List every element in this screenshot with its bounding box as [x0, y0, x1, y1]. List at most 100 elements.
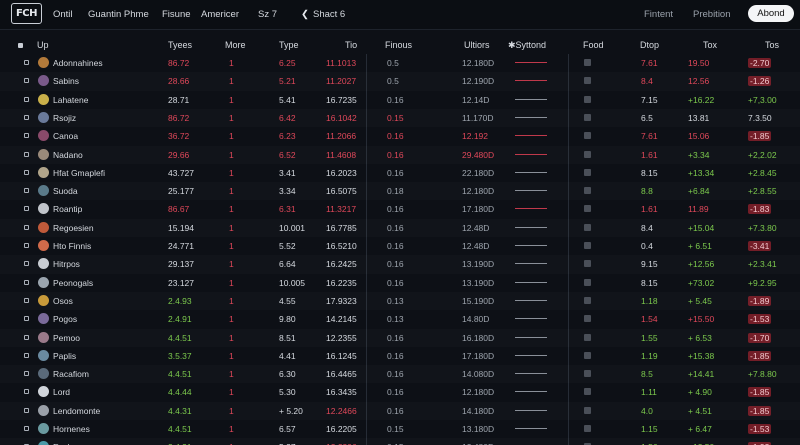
table-row[interactable]: Esphn 3.4.31 1 5.27 12.2396 0.15 12.480D 1.56 +1… — [0, 438, 800, 445]
menu-item-4[interactable]: Americer — [201, 9, 240, 20]
row-checkbox[interactable] — [24, 188, 29, 194]
row-name[interactable]: Roantip — [53, 204, 83, 215]
row-name[interactable]: Pemoo — [53, 332, 80, 343]
food-checkbox[interactable] — [584, 351, 591, 359]
column-header[interactable]: More — [225, 40, 246, 50]
column-header-syttond[interactable]: ✱Syttond — [508, 40, 547, 50]
row-checkbox[interactable] — [24, 389, 29, 395]
row-checkbox[interactable] — [24, 96, 29, 102]
menu-item-2[interactable]: Guantin Phme — [88, 9, 149, 20]
row-checkbox[interactable] — [24, 224, 29, 230]
food-checkbox[interactable] — [584, 406, 591, 414]
row-name[interactable]: Esphn — [53, 442, 77, 445]
table-row[interactable]: Lord 4.4.44 1 5.30 16.3435 0.16 12.180D 1.11 + 4… — [0, 383, 800, 401]
food-checkbox[interactable] — [584, 223, 591, 231]
row-checkbox[interactable] — [24, 78, 29, 84]
row-name[interactable]: Lord — [53, 387, 71, 398]
row-checkbox[interactable] — [24, 114, 29, 120]
column-header[interactable]: Food — [583, 40, 604, 50]
row-name[interactable]: Hto Finnis — [53, 241, 92, 251]
row-checkbox[interactable] — [24, 297, 29, 303]
table-row[interactable]: Peonogals 23.127 1 10.005 16.2235 0.16 13.190D… — [0, 274, 800, 292]
row-name[interactable]: Hornenes — [53, 424, 90, 434]
column-header[interactable]: Tyees — [168, 40, 193, 50]
menu-item-1[interactable]: Ontil — [53, 9, 73, 20]
food-checkbox[interactable] — [584, 296, 591, 304]
row-name[interactable]: Lahatene — [53, 94, 89, 105]
row-checkbox[interactable] — [24, 407, 29, 413]
row-name[interactable]: Racafiom — [53, 369, 89, 380]
row-name[interactable]: Pogos — [53, 314, 78, 325]
app-logo[interactable]: FCH — [11, 3, 42, 24]
food-checkbox[interactable] — [584, 132, 591, 140]
food-checkbox[interactable] — [584, 333, 591, 341]
food-checkbox[interactable] — [584, 205, 591, 213]
table-row[interactable]: Pogos 2.4.91 1 9.80 14.2145 0.13 14.80D 1.54 +15… — [0, 310, 800, 328]
row-name[interactable]: Hitrpos — [53, 259, 80, 270]
row-name[interactable]: Sabins — [53, 76, 79, 87]
food-checkbox[interactable] — [584, 425, 591, 432]
prebition-link[interactable]: Prebition — [693, 9, 731, 20]
table-row[interactable]: Lendomonte 4.4.31 1 + 5.20 12.2466 0.16 14.180… — [0, 402, 800, 420]
food-checkbox[interactable] — [584, 95, 591, 103]
table-row[interactable]: Sabins 28.66 1 5.21 11.2027 0.5 12.190D 8.4 12.5… — [0, 72, 800, 90]
table-row[interactable]: Hto Finnis 24.771 1 5.52 16.5210 0.16 12.48D 0.… — [0, 237, 800, 255]
menu-item-5[interactable]: Sz 7 — [258, 9, 278, 20]
row-name[interactable]: Peonogals — [53, 277, 94, 288]
row-name[interactable]: Suoda — [53, 186, 78, 197]
row-checkbox[interactable] — [24, 279, 29, 285]
chevron-left-icon[interactable]: ❮ — [301, 9, 309, 20]
row-checkbox[interactable] — [24, 60, 29, 65]
table-row[interactable]: Paplis 3.5.37 1 4.41 16.1245 0.16 17.180D 1.19 +… — [0, 347, 800, 365]
table-row[interactable]: Hfat Gmaplefi 43.727 1 3.41 16.2023 0.16 22.18… — [0, 164, 800, 182]
row-checkbox[interactable] — [24, 243, 29, 248]
food-checkbox[interactable] — [584, 388, 591, 396]
table-row[interactable]: Hornenes 4.4.51 1 6.57 16.2205 0.15 13.180D 1.1… — [0, 420, 800, 438]
row-checkbox[interactable] — [24, 334, 29, 340]
row-name[interactable]: Hfat Gmaplefi — [53, 167, 105, 178]
table-row[interactable]: Racafiom 4.4.51 1 6.30 16.4465 0.16 14.080D 8.5… — [0, 365, 800, 383]
row-name[interactable]: Adonnahines — [53, 58, 103, 68]
table-row[interactable]: Nadano 29.66 1 6.52 11.4608 0.16 29.480D 1.61 +3… — [0, 146, 800, 164]
column-header[interactable]: Tio — [345, 40, 358, 50]
column-header[interactable]: Ultiors — [464, 40, 490, 50]
food-checkbox[interactable] — [584, 315, 591, 323]
row-checkbox[interactable] — [24, 316, 29, 322]
row-name[interactable]: Osos — [53, 295, 73, 306]
row-checkbox[interactable] — [24, 352, 29, 358]
column-header[interactable]: Tox — [703, 40, 718, 50]
food-checkbox[interactable] — [584, 113, 591, 121]
row-checkbox[interactable] — [24, 426, 29, 431]
food-checkbox[interactable] — [584, 187, 591, 195]
table-row[interactable]: Suoda 25.177 1 3.34 16.5075 0.18 12.180D 8.8 +6.… — [0, 182, 800, 200]
food-checkbox[interactable] — [584, 77, 591, 85]
table-row[interactable]: Roantip 86.67 1 6.31 11.3217 0.16 17.180D 1.61 1… — [0, 200, 800, 218]
food-checkbox[interactable] — [584, 59, 591, 66]
food-checkbox[interactable] — [584, 370, 591, 378]
row-name[interactable]: Paplis — [53, 350, 77, 361]
row-checkbox[interactable] — [24, 133, 29, 139]
table-row[interactable]: Pemoo 4.4.51 1 8.51 12.2355 0.16 16.180D 1.55 + … — [0, 329, 800, 347]
row-checkbox[interactable] — [24, 151, 29, 157]
column-header[interactable]: Dtop — [640, 40, 660, 50]
food-checkbox[interactable] — [584, 168, 591, 176]
column-header[interactable]: Finous — [385, 40, 413, 50]
fintent-link[interactable]: Fintent — [644, 9, 674, 20]
row-name[interactable]: Regoesien — [53, 222, 94, 233]
row-checkbox[interactable] — [24, 371, 29, 377]
table-row[interactable]: Rsojiz 86.72 1 6.42 16.1042 0.15 11.170D 6.5 13.… — [0, 109, 800, 127]
row-name[interactable]: Lendomonte — [53, 405, 101, 416]
food-checkbox[interactable] — [584, 150, 591, 158]
table-row[interactable]: Regoesien 15.194 1 10.001 16.7785 0.16 12.48D 8… — [0, 219, 800, 237]
row-checkbox[interactable] — [24, 261, 29, 267]
food-checkbox[interactable] — [584, 260, 591, 268]
row-name[interactable]: Rsojiz — [53, 112, 77, 123]
column-header[interactable]: Up — [37, 40, 49, 50]
column-header[interactable]: Tos — [765, 40, 780, 50]
menu-item-3[interactable]: Fisune — [162, 9, 191, 20]
table-row[interactable]: Adonnahines 86.72 1 6.25 11.1013 0.5 12.180D 7.… — [0, 54, 800, 72]
food-checkbox[interactable] — [584, 443, 591, 445]
abond-button[interactable]: Abond — [748, 5, 794, 22]
table-row[interactable]: Canoa 36.72 1 6.23 11.2066 0.16 12.192 7.61 15.0… — [0, 127, 800, 145]
food-checkbox[interactable] — [584, 242, 591, 249]
